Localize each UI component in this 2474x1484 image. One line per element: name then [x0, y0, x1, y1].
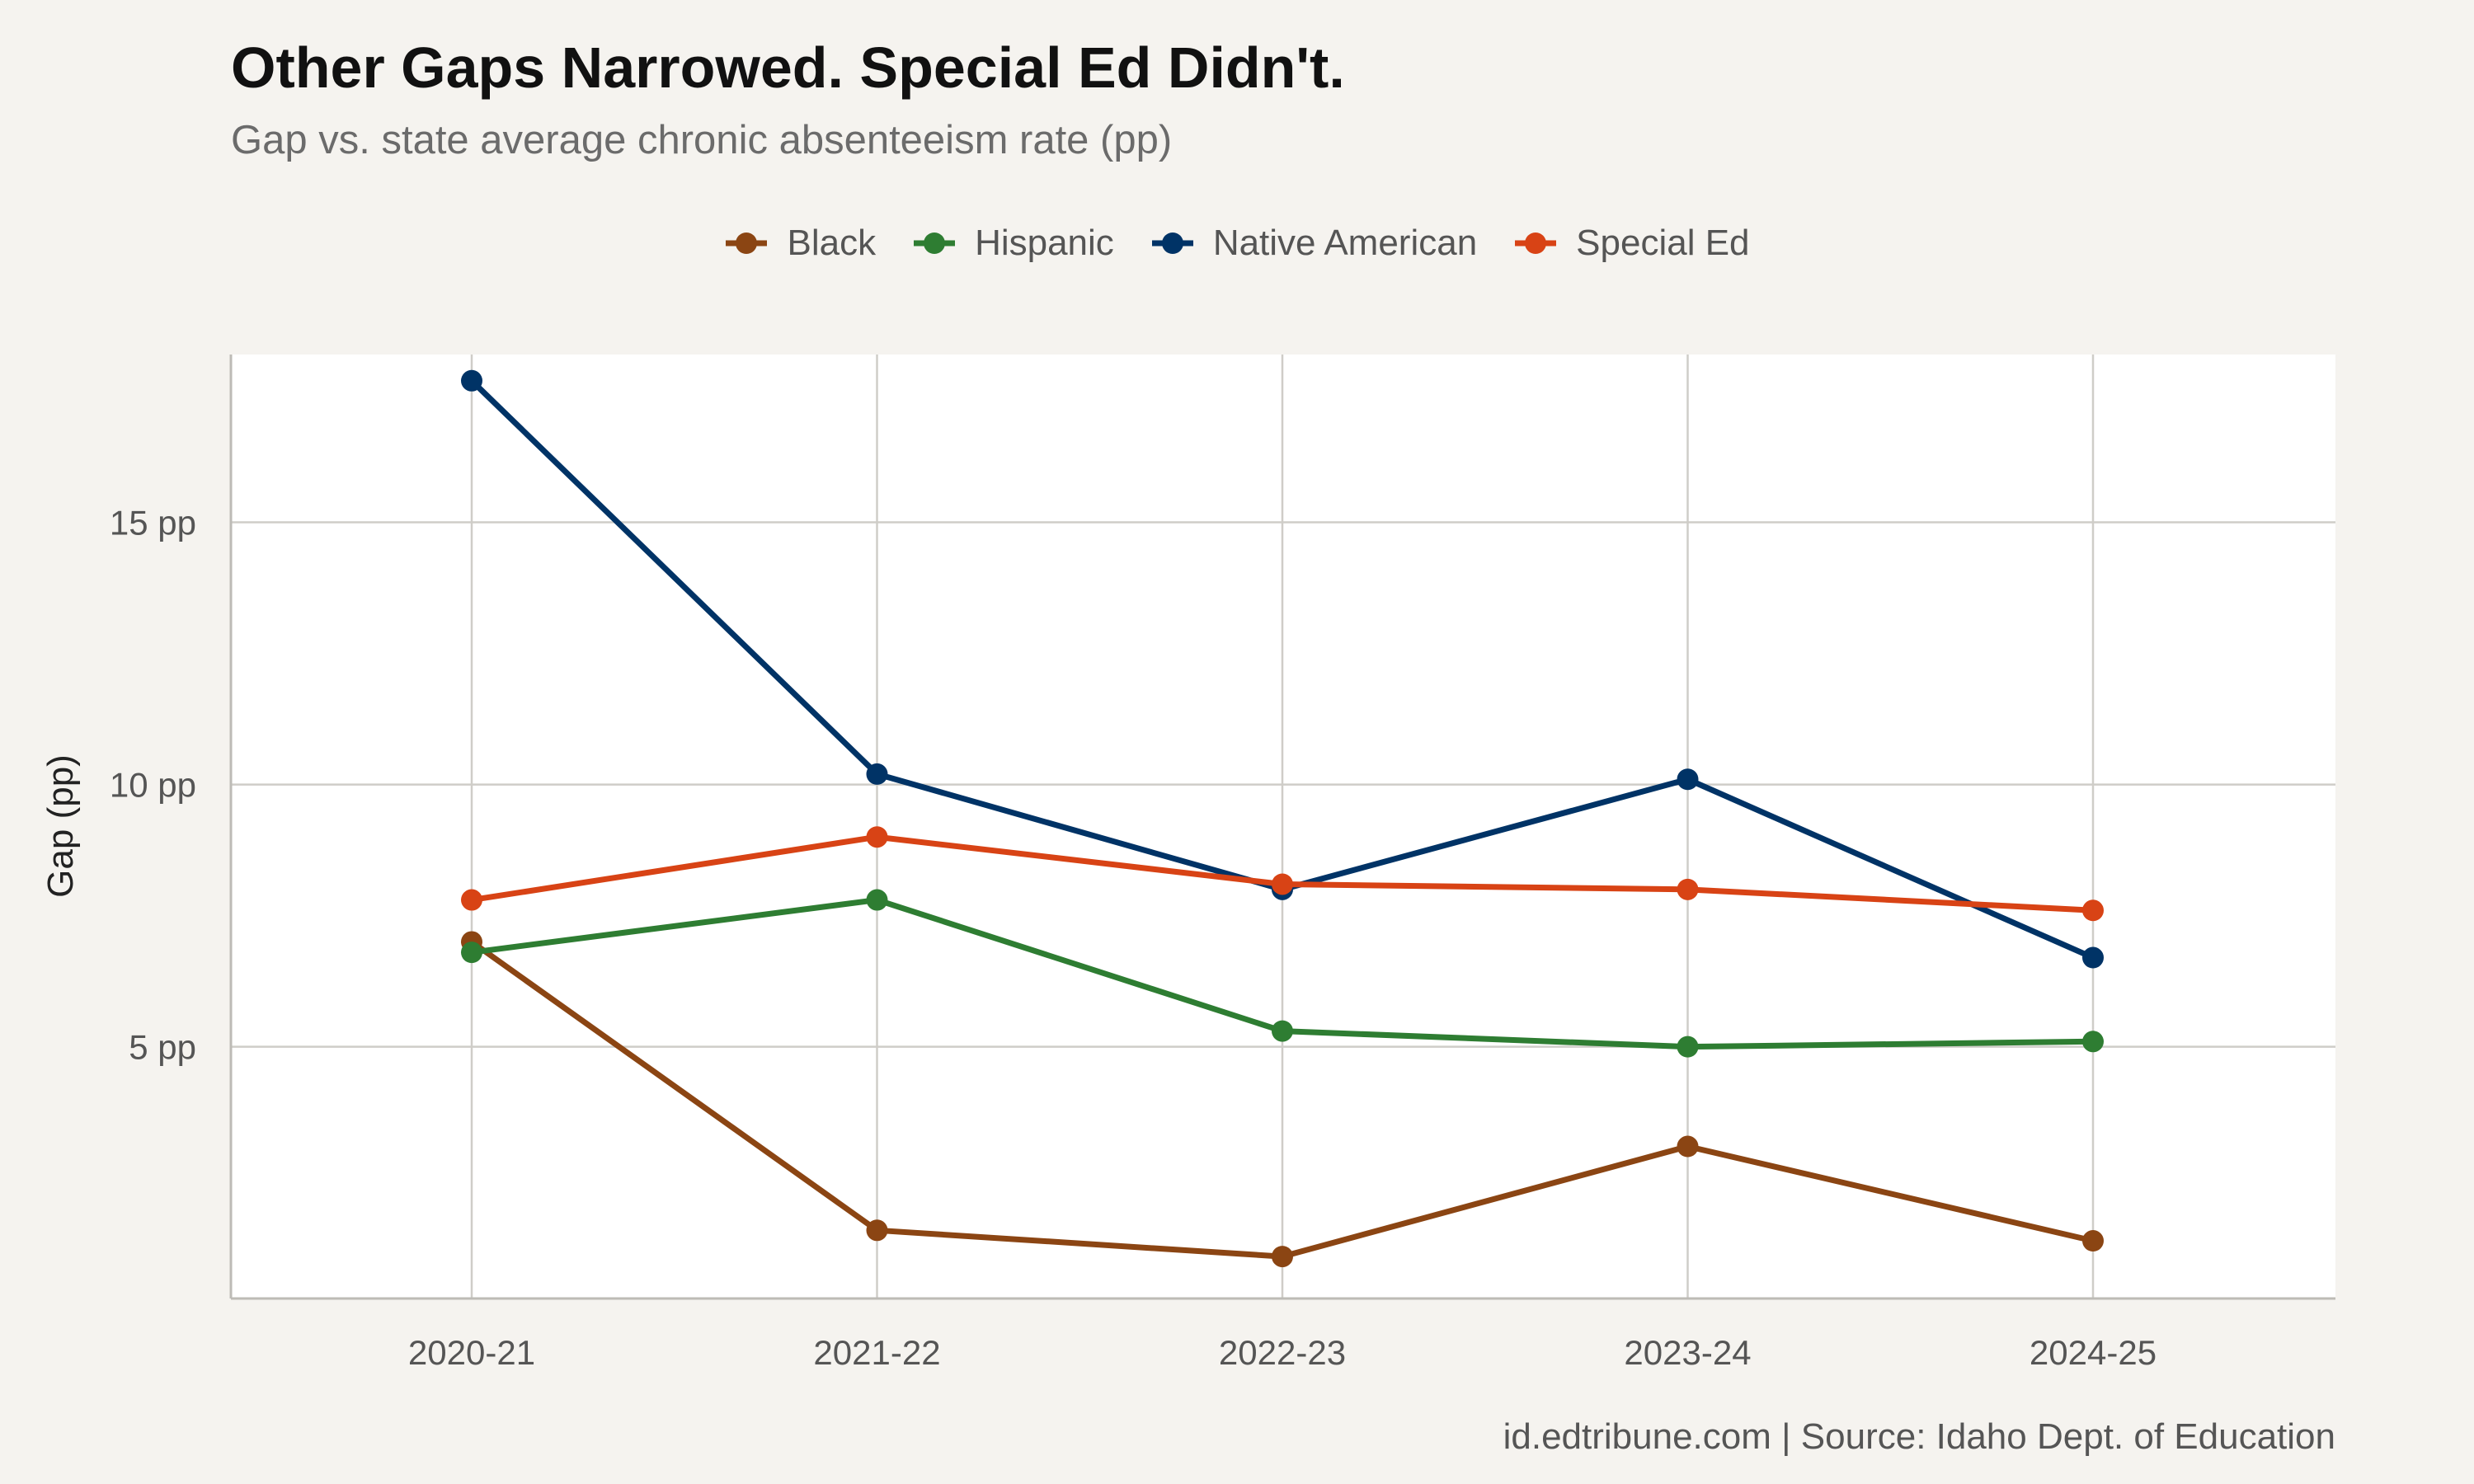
data-point-special-ed — [2082, 899, 2104, 922]
legend-item-special-ed: Special Ed — [1513, 223, 1750, 264]
data-point-native-american — [2082, 946, 2104, 969]
legend-key-hispanic — [914, 232, 956, 254]
legend-item-hispanic: Hispanic — [912, 223, 1114, 264]
data-point-hispanic — [1272, 1020, 1293, 1042]
data-point-black — [866, 1219, 888, 1242]
x-tick-label: 2021-22 — [813, 1333, 940, 1372]
x-tick-label: 2022-23 — [1219, 1333, 1346, 1372]
data-point-native-american — [866, 763, 888, 785]
legend-key-black — [726, 232, 768, 254]
legend-label: Special Ed — [1576, 223, 1750, 263]
y-tick-label: 5 pp — [129, 1028, 196, 1067]
data-point-hispanic — [1677, 1036, 1699, 1058]
chart-subtitle: Gap vs. state average chronic absenteeis… — [231, 118, 1173, 162]
chart-caption: id.edtribune.com | Source: Idaho Dept. o… — [1503, 1416, 2335, 1457]
y-tick-label: 10 pp — [110, 766, 196, 805]
chart-title: Other Gaps Narrowed. Special Ed Didn't. — [231, 35, 1345, 100]
data-point-special-ed — [1677, 878, 1699, 900]
data-point-special-ed — [866, 826, 888, 848]
legend-key-native-american — [1151, 232, 1193, 254]
data-point-native-american — [1677, 768, 1699, 791]
y-axis-title: Gap (pp) — [40, 754, 81, 898]
legend-key-special-ed — [1515, 232, 1557, 254]
data-point-special-ed — [461, 889, 482, 911]
legend-label: Hispanic — [975, 223, 1114, 263]
legend-item-native-american: Native American — [1150, 223, 1477, 264]
data-point-special-ed — [1272, 873, 1293, 895]
legend-item-black: Black — [724, 223, 876, 264]
data-point-black — [1677, 1135, 1699, 1158]
data-point-black — [2082, 1230, 2104, 1252]
legend-label: Black — [787, 223, 877, 263]
data-point-hispanic — [461, 942, 482, 964]
chart-legend: Black Hispanic Native American Special Ed — [0, 223, 2474, 264]
x-tick-label: 2020-21 — [408, 1333, 535, 1372]
legend-label: Native American — [1212, 223, 1478, 263]
x-tick-label: 2024-25 — [2030, 1333, 2157, 1372]
data-point-hispanic — [2082, 1031, 2104, 1053]
data-point-black — [1272, 1246, 1293, 1268]
data-point-native-american — [461, 369, 482, 392]
data-point-hispanic — [866, 889, 888, 911]
y-tick-label: 15 pp — [110, 504, 196, 542]
x-tick-label: 2023-24 — [1624, 1333, 1751, 1372]
